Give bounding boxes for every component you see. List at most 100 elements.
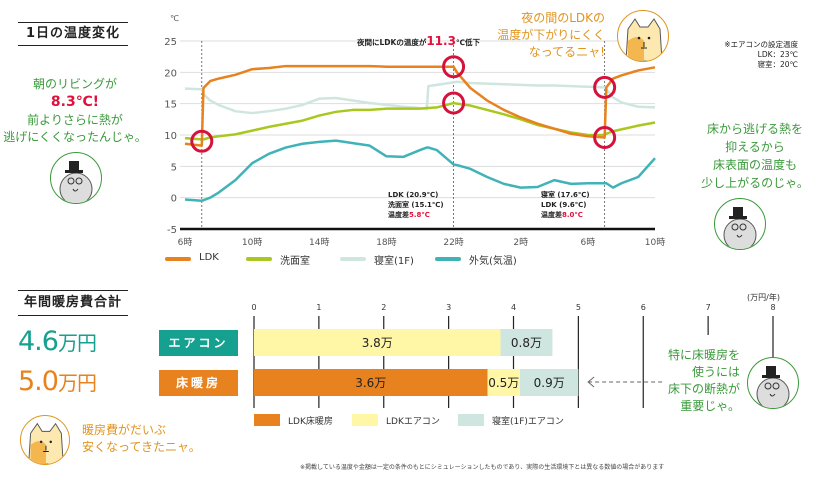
note-6h-diff-label: 温度差	[541, 211, 562, 219]
professor-cat-avatar-right	[714, 198, 766, 250]
floor-total-value: 5.0	[18, 366, 59, 397]
y-tick-label: 5	[171, 162, 177, 173]
right-note-line4: 少し上がるのじゃ。	[701, 176, 809, 190]
annual-section-title: 年間暖房費合計	[18, 290, 128, 316]
y-tick-label: 0	[171, 194, 177, 205]
series-line-1	[184, 101, 656, 141]
annual-cost-bar-chart: 0 1 2 3 4 5 6 7 8 3.8万 0.8万 3.6万 0.5万 0.9万	[251, 303, 776, 408]
x-tick-label: 7	[706, 303, 711, 312]
left-note: 朝のリビングが 8.3℃! 前よりさらに熱が 逃げにくくなったんじゃ。	[0, 76, 150, 146]
cat-note-line2: 安くなってきたニャ。	[82, 440, 201, 454]
right-note-line3: 床表面の温度も	[712, 158, 797, 172]
note-6h-line2: LDK (9.6℃)	[541, 201, 587, 209]
cat-avatar-top	[617, 10, 669, 62]
x-tick-label: 8	[770, 303, 775, 312]
setting-note-line1: ※エアコンの設定温度	[724, 40, 798, 49]
highlight-marker	[190, 129, 214, 153]
left-note-line2: 前よりさらに熱が	[27, 113, 123, 127]
right-note-annual-line1: 特に床暖房を	[667, 348, 740, 362]
x-tick-label: 5	[576, 303, 581, 312]
note-6h-diff-value: 8.0℃	[562, 211, 583, 219]
cat-note-line1: 暖房費がだいぶ	[82, 423, 167, 437]
right-note-annual-line2: 使うには	[691, 365, 740, 379]
legend-label: LDK床暖房	[288, 417, 333, 427]
y-tick-label: -5	[167, 225, 177, 236]
bar-segment	[519, 369, 579, 396]
floor-total: 5.0万円	[18, 366, 97, 397]
orange-cat-icon	[625, 18, 663, 61]
x-tick-label: 6	[641, 303, 646, 312]
bar-value-label: 0.8万	[511, 336, 542, 350]
x-tick-label: 4	[511, 303, 516, 312]
bar-value-label: 0.9万	[534, 376, 565, 390]
y-tick-label: 15	[164, 100, 177, 111]
series-line-3	[184, 139, 656, 203]
professor-cat-icon	[59, 161, 93, 203]
legend-label: LDK	[199, 252, 219, 263]
x-tick-label: 10時	[645, 237, 665, 248]
y-tick-label: 20	[164, 68, 177, 79]
bar-segment	[500, 329, 553, 356]
bar-segment	[254, 369, 488, 396]
setting-note-line3: 寝室：20℃	[757, 60, 798, 69]
right-note-line2: 抑えるから	[725, 140, 785, 154]
x-tick-label: 2時	[513, 237, 528, 248]
note-22h-line1: LDK (20.9℃)	[388, 191, 439, 199]
legend-label: 外気(気温)	[469, 256, 517, 267]
legend-swatch	[246, 257, 272, 261]
floor-total-unit: 万円	[57, 371, 97, 395]
x-tick-label: 22時	[443, 237, 463, 248]
drop-note-suffix: ℃低下	[455, 38, 481, 47]
drop-note-prefix: 夜間にLDKの温度が	[357, 38, 427, 47]
legend-label: 寝室(1F)エアコン	[492, 417, 564, 427]
bar-value-label: 3.6万	[355, 376, 386, 390]
x-tick-label: 1	[316, 303, 321, 312]
right-note-annual-line3: 床下の断熱が	[667, 382, 740, 396]
note-6h: 寝室 (17.6℃) LDK (9.6℃) 温度差8.0℃	[541, 190, 590, 220]
bar-segment	[254, 329, 501, 356]
series-line-2	[184, 80, 656, 115]
legend-swatch	[254, 414, 280, 426]
x-tick-label: 14時	[309, 237, 329, 248]
right-note-annual: 特に床暖房を 使うには 床下の断熱が 重要じゃ。	[640, 347, 740, 415]
series-line-0	[184, 64, 656, 147]
cat-avatar-bottom	[20, 415, 70, 465]
x-tick-label: 2	[381, 303, 386, 312]
professor-cat-avatar-annual	[747, 357, 799, 409]
orange-cat-icon	[28, 422, 64, 464]
x-tick-label: 6時	[178, 237, 193, 248]
legend-swatch	[458, 414, 484, 426]
x-tick-label: 10時	[242, 237, 262, 248]
bar-unit-label: (万円/年)	[747, 293, 780, 302]
professor-cat-avatar-left	[50, 152, 102, 204]
x-tick-label: 3	[446, 303, 451, 312]
setting-note: ※エアコンの設定温度 LDK：23℃ 寝室：20℃	[690, 40, 798, 70]
legend-label: 洗面室	[280, 256, 310, 267]
setting-note-line2: LDK：23℃	[757, 50, 798, 59]
right-note-line1: 床から逃げる熱を	[706, 122, 803, 136]
note-22h-line3: 温度差5.8℃	[388, 210, 444, 220]
right-note-annual-line4: 重要じゃ。	[680, 399, 740, 413]
highlight-marker	[593, 75, 617, 99]
highlight-marker	[442, 91, 466, 115]
arrow-head-icon	[587, 376, 595, 388]
legend-swatch	[340, 257, 366, 261]
top-note-line2: 温度が下がりにくく	[497, 28, 605, 42]
highlight-marker	[593, 126, 617, 150]
note-22h-line2: 洗面室 (15.1℃)	[388, 201, 444, 209]
x-tick-label: 0	[251, 303, 256, 312]
floor-category-label: 床暖房	[159, 370, 238, 396]
professor-cat-icon	[723, 207, 757, 249]
drop-note: 夜間にLDKの温度が11.3℃低下	[357, 35, 481, 48]
x-tick-label: 6時	[580, 237, 595, 248]
left-note-value: 8.3℃!	[50, 94, 100, 110]
y-tick-label: 10	[164, 131, 177, 142]
left-note-line1: 朝のリビングが	[32, 77, 117, 91]
top-note: 夜の間のLDKの 温度が下がりにくく なってるニャ!	[490, 10, 605, 61]
legend-swatch	[165, 257, 191, 261]
cat-note-bottom: 暖房費がだいぶ 安くなってきたニャ。	[82, 422, 201, 456]
aircon-category-label: エアコン	[159, 330, 238, 356]
legend-label: LDKエアコン	[386, 417, 440, 427]
aircon-total-value: 4.6	[18, 326, 59, 357]
